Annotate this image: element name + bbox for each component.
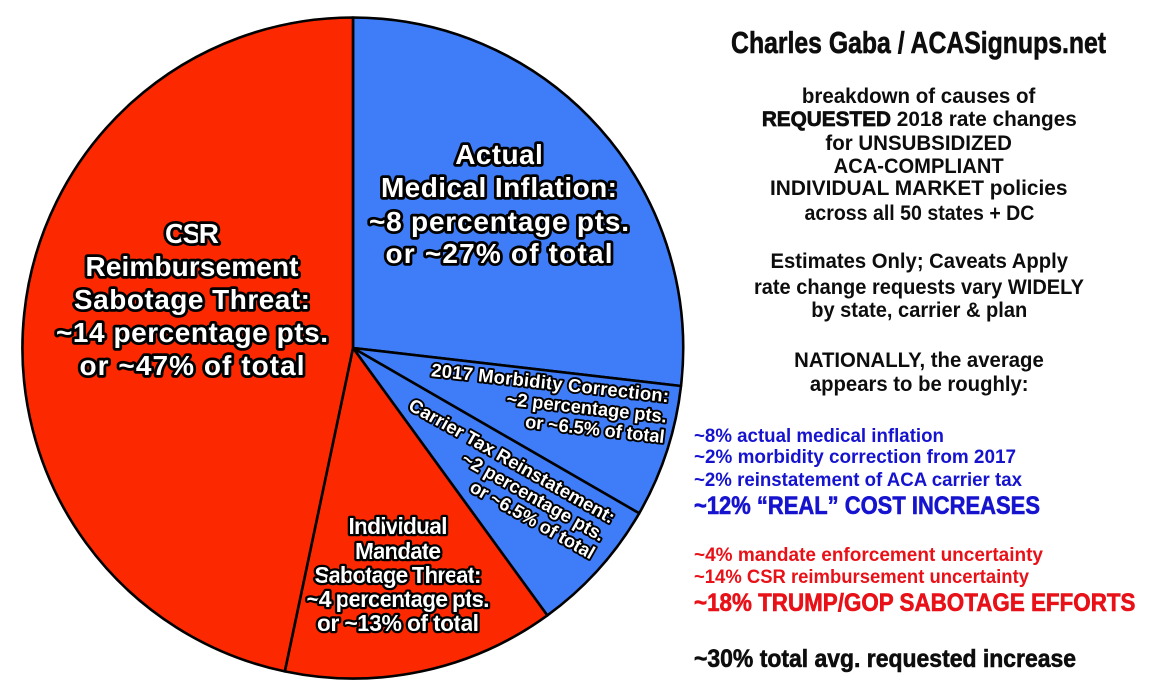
svg-text:or ~13% of total: or ~13% of total	[317, 610, 479, 636]
svg-text:~4 percentage pts.: ~4 percentage pts.	[307, 586, 490, 612]
svg-text:Medical Inflation:: Medical Inflation:	[381, 172, 617, 203]
svg-text:Sabotage Threat:: Sabotage Threat:	[315, 562, 482, 588]
svg-text:or ~27% of total: or ~27% of total	[386, 238, 613, 269]
svg-text:Sabotage Threat:: Sabotage Threat:	[74, 284, 310, 315]
svg-text:Individual: Individual	[349, 513, 448, 539]
svg-text:or ~47% of total: or ~47% of total	[80, 350, 305, 381]
svg-text:CSR: CSR	[165, 218, 219, 249]
svg-text:Mandate: Mandate	[355, 538, 441, 564]
svg-text:Reimbursement: Reimbursement	[86, 251, 299, 282]
svg-text:~8 percentage pts.: ~8 percentage pts.	[369, 206, 629, 237]
svg-text:Actual: Actual	[455, 139, 543, 170]
svg-text:~14 percentage pts.: ~14 percentage pts.	[56, 317, 328, 348]
